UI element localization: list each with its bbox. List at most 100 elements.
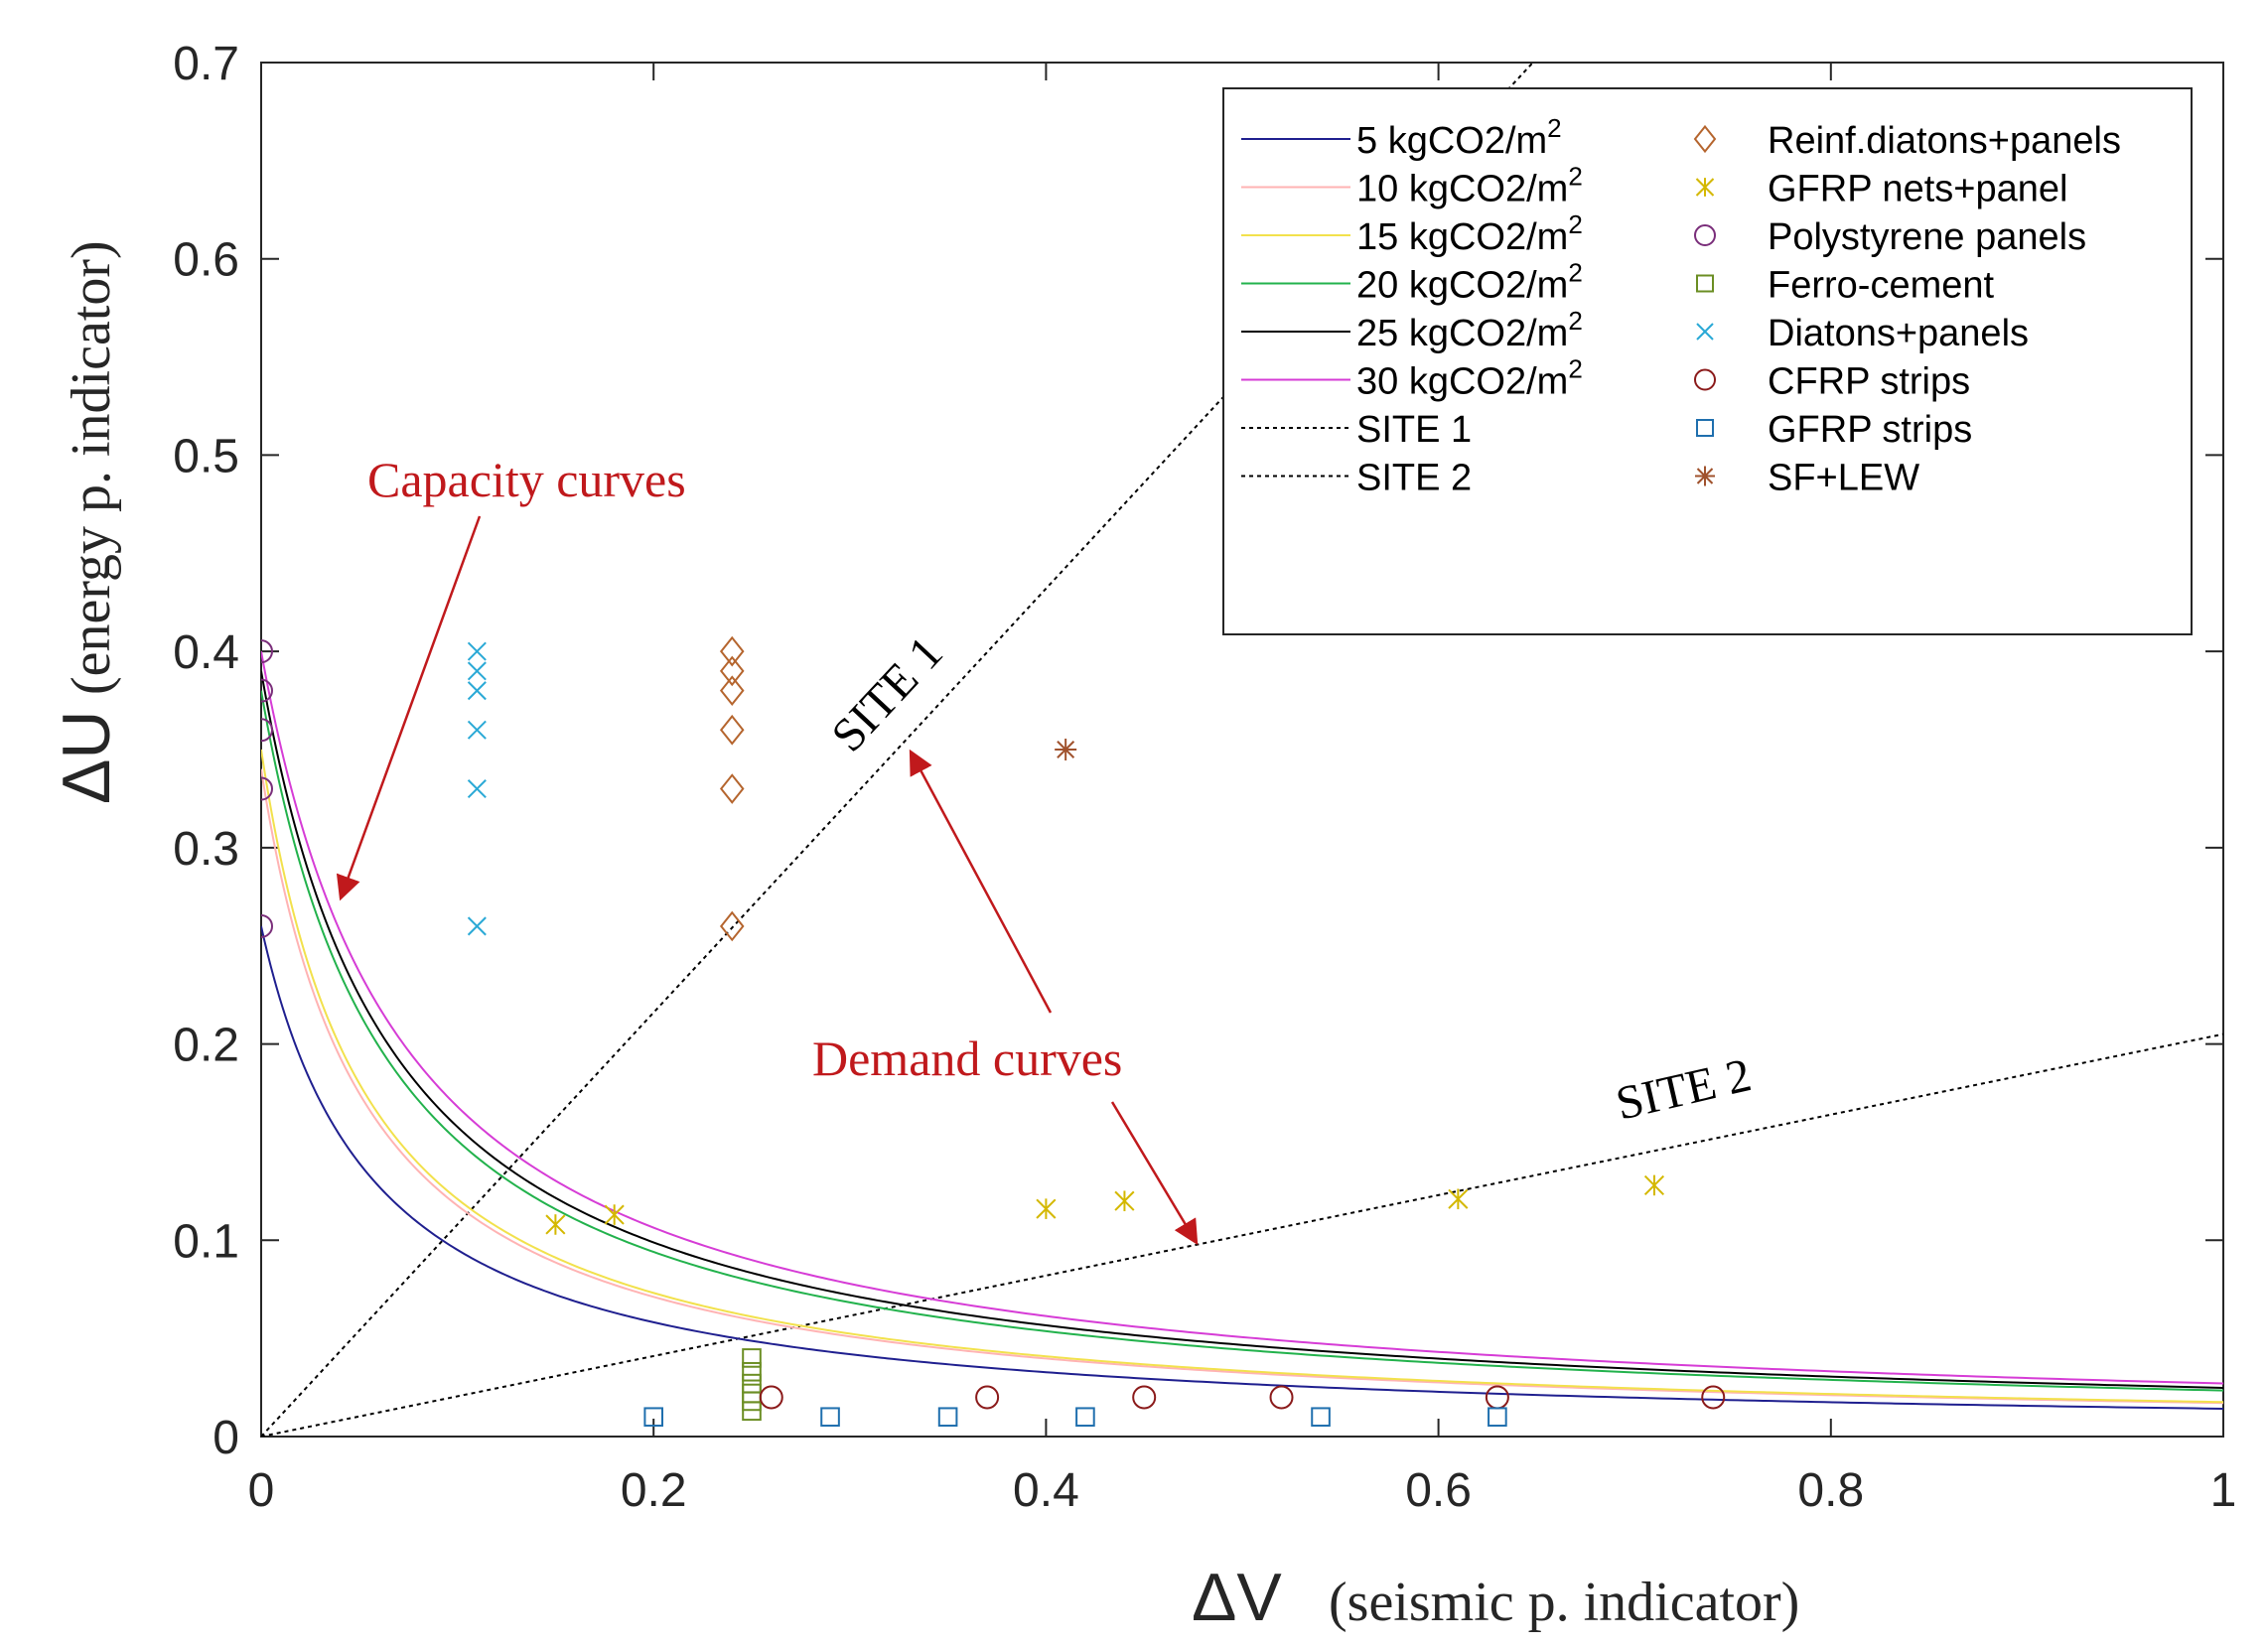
point-gfrp-nets-panel <box>545 1214 566 1235</box>
legend-marker <box>1695 178 1715 197</box>
capacity-curve-1 <box>261 925 2223 1410</box>
legend-marker <box>1696 274 1714 293</box>
legend-item-sf-lew: SF+LEW <box>1695 458 1919 499</box>
legend-item-site-1: SITE 1 <box>1241 409 1472 451</box>
point-cfrp-strips <box>759 1385 783 1410</box>
point-reinf-diatons-panels <box>719 675 745 707</box>
legend-item-15-kgco2-m: 15 kgCO2/m2 <box>1241 209 1583 258</box>
point-reinf-diatons-panels <box>719 655 745 687</box>
y-tick-label: 0.7 <box>173 38 239 90</box>
x-axis-text: (seismic p. indicator) <box>1329 1572 1799 1633</box>
point-gfrp-nets-panel <box>1643 1174 1665 1196</box>
point-cfrp-strips <box>975 1385 1000 1410</box>
point-polystyrene-panels <box>261 718 273 743</box>
x-tick-label: 1 <box>2210 1464 2237 1517</box>
legend-label: 30 kgCO2/m2 <box>1356 354 1583 403</box>
y-tick-label: 0.4 <box>173 626 239 679</box>
point-reinf-diatons-panels <box>719 714 745 746</box>
x-axis-label: ΔV (seismic p. indicator) <box>1192 1560 1799 1635</box>
point-polystyrene-panels <box>261 776 273 801</box>
capacity-curve-5 <box>261 670 2223 1389</box>
legend-item-reinf-diatons-panels: Reinf.diatons+panels <box>1693 120 2121 162</box>
legend-marker <box>1696 419 1714 437</box>
y-tick-label: 0.5 <box>173 430 239 482</box>
legend-item-diatons-panels: Diatons+panels <box>1696 313 2029 354</box>
legend-item-cfrp-strips: CFRP strips <box>1694 361 1970 403</box>
point-diatons-panels <box>467 641 487 661</box>
x-tick-label: 0.4 <box>1013 1464 1079 1517</box>
y-tick-label: 0.2 <box>173 1020 239 1072</box>
capacity-curve-2 <box>261 768 2223 1405</box>
y-tick-label: 0 <box>213 1412 239 1464</box>
legend-box <box>1222 87 2193 635</box>
y-axis-label: ΔU (energy p. indicator) <box>49 240 124 804</box>
point-sf-lew <box>1055 739 1077 760</box>
axis-tick-labels: 0 0.2 0.4 0.6 0.8 1 0 0.1 0.2 0.3 0.4 0.5 0.6 0.7 <box>173 38 2236 1517</box>
point-cfrp-strips <box>1269 1385 1294 1410</box>
point-reinf-diatons-panels <box>719 910 745 942</box>
legend-item-gfrp-nets-panel: GFRP nets+panel <box>1695 169 2067 210</box>
point-reinf-diatons-panels <box>719 773 745 804</box>
point-gfrp-strips <box>1075 1407 1095 1428</box>
point-cfrp-strips <box>1701 1385 1726 1410</box>
demand-arrow-site1 <box>909 749 1053 1014</box>
point-ferro-cement <box>742 1348 762 1368</box>
point-gfrp-nets-panel <box>1036 1198 1057 1219</box>
point-gfrp-nets-panel <box>1448 1188 1469 1210</box>
legend-item-5-kgco2-m: 5 kgCO2/m2 <box>1241 113 1562 162</box>
legend-item-site-2: SITE 2 <box>1241 458 1472 499</box>
legend-item-gfrp-strips: GFRP strips <box>1696 409 1972 451</box>
point-cfrp-strips <box>1132 1385 1157 1410</box>
point-gfrp-nets-panel <box>604 1204 625 1225</box>
legend-label: Polystyrene panels <box>1768 216 2086 258</box>
point-ferro-cement <box>742 1401 762 1422</box>
x-tick-label: 0.2 <box>621 1464 687 1517</box>
legend-marker <box>1693 124 1717 154</box>
legend-label: SF+LEW <box>1768 458 1919 499</box>
y-tick-label: 0.1 <box>173 1215 239 1268</box>
x-axis-symbol: ΔV <box>1192 1560 1282 1635</box>
point-gfrp-strips <box>1311 1407 1331 1428</box>
point-polystyrene-panels <box>261 913 273 938</box>
legend-label: 5 kgCO2/m2 <box>1356 113 1562 162</box>
legend-label: Reinf.diatons+panels <box>1768 120 2121 162</box>
axis-ticks <box>260 62 2224 1438</box>
legend-label: 20 kgCO2/m2 <box>1356 258 1583 307</box>
data-markers <box>261 635 1726 1428</box>
capacity-arrow <box>336 515 482 901</box>
point-gfrp-strips <box>1488 1407 1507 1428</box>
point-gfrp-strips <box>643 1407 664 1428</box>
legend-item-30-kgco2-m: 30 kgCO2/m2 <box>1241 354 1583 403</box>
point-diatons-panels <box>467 916 487 936</box>
legend-item-20-kgco2-m: 20 kgCO2/m2 <box>1241 258 1583 307</box>
legend-item-ferro-cement: Ferro-cement <box>1696 265 1994 307</box>
capacity-curve-6 <box>261 650 2223 1385</box>
point-diatons-panels <box>467 661 487 681</box>
point-polystyrene-panels <box>261 678 273 703</box>
y-axis-text: (energy p. indicator) <box>61 240 122 695</box>
legend-item-polystyrene-panels: Polystyrene panels <box>1694 216 2086 258</box>
point-gfrp-nets-panel <box>1114 1190 1135 1212</box>
legend-label: Diatons+panels <box>1768 313 2029 354</box>
point-diatons-panels <box>467 779 487 799</box>
legend-label: GFRP strips <box>1768 409 1972 451</box>
y-tick-label: 0.3 <box>173 823 239 876</box>
legend-label: GFRP nets+panel <box>1768 169 2067 210</box>
x-tick-label: 0.6 <box>1405 1464 1472 1517</box>
legend-right-column: Reinf.diatons+panels GFRP nets+panel Polys… <box>1693 120 2121 499</box>
point-gfrp-strips <box>820 1407 840 1428</box>
point-reinf-diatons-panels <box>719 635 745 667</box>
capacity-curve-4 <box>261 690 2223 1392</box>
capacity-curve-3 <box>261 749 2223 1404</box>
demand-arrow-site2 <box>1110 1101 1199 1246</box>
point-diatons-panels <box>467 681 487 701</box>
demand-curves-annotation: Demand curves <box>812 1030 1122 1086</box>
y-axis-symbol: ΔU <box>49 710 124 804</box>
legend-marker <box>1694 368 1716 391</box>
legend-label: 10 kgCO2/m2 <box>1356 162 1583 210</box>
legend-label: 25 kgCO2/m2 <box>1356 306 1583 354</box>
y-tick-label: 0.6 <box>173 234 239 287</box>
demand-line-site-2 <box>261 1032 2223 1437</box>
point-diatons-panels <box>467 720 487 740</box>
